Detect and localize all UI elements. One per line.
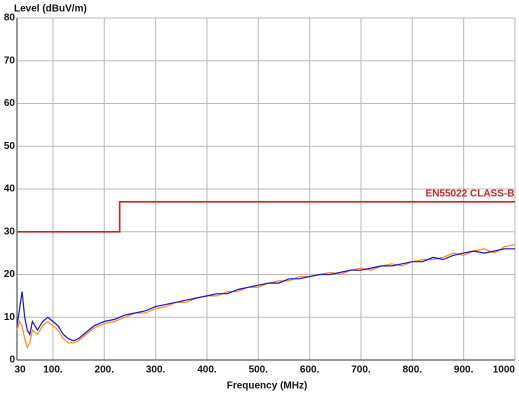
y-tick-label: 20 — [4, 269, 16, 280]
x-tick-label: 100. — [43, 365, 63, 376]
y-tick-label: 70 — [4, 55, 16, 66]
series-line — [17, 201, 515, 233]
x-tick-label: 30 — [14, 365, 26, 376]
x-tick-label: 200. — [95, 365, 115, 376]
x-tick-label: 600. — [300, 365, 320, 376]
x-tick-label: 700. — [351, 365, 371, 376]
y-tick-label: 40 — [4, 184, 16, 195]
y-tick-label: 10 — [4, 312, 16, 323]
x-tick-label: 800. — [403, 365, 423, 376]
y-tick-label: 0 — [9, 355, 15, 366]
x-tick-label: 1000 — [493, 365, 516, 376]
x-tick-label: 400. — [197, 365, 217, 376]
y-tick-label: 30 — [4, 226, 16, 237]
x-tick-label: 900. — [454, 365, 474, 376]
y-tick-label: 60 — [4, 98, 16, 109]
y-tick-label: 50 — [4, 141, 16, 152]
x-axis-label: Frequency (MHz) — [227, 381, 308, 392]
series-line — [16, 248, 515, 342]
chart-title: Level (dBuV/m) — [14, 4, 87, 15]
x-tick-label: 500. — [249, 365, 269, 376]
series-line — [16, 244, 516, 349]
limit-label: EN55022 CLASS-B — [426, 188, 515, 199]
y-tick-label: 80 — [4, 13, 16, 24]
x-tick-label: 300. — [146, 365, 166, 376]
